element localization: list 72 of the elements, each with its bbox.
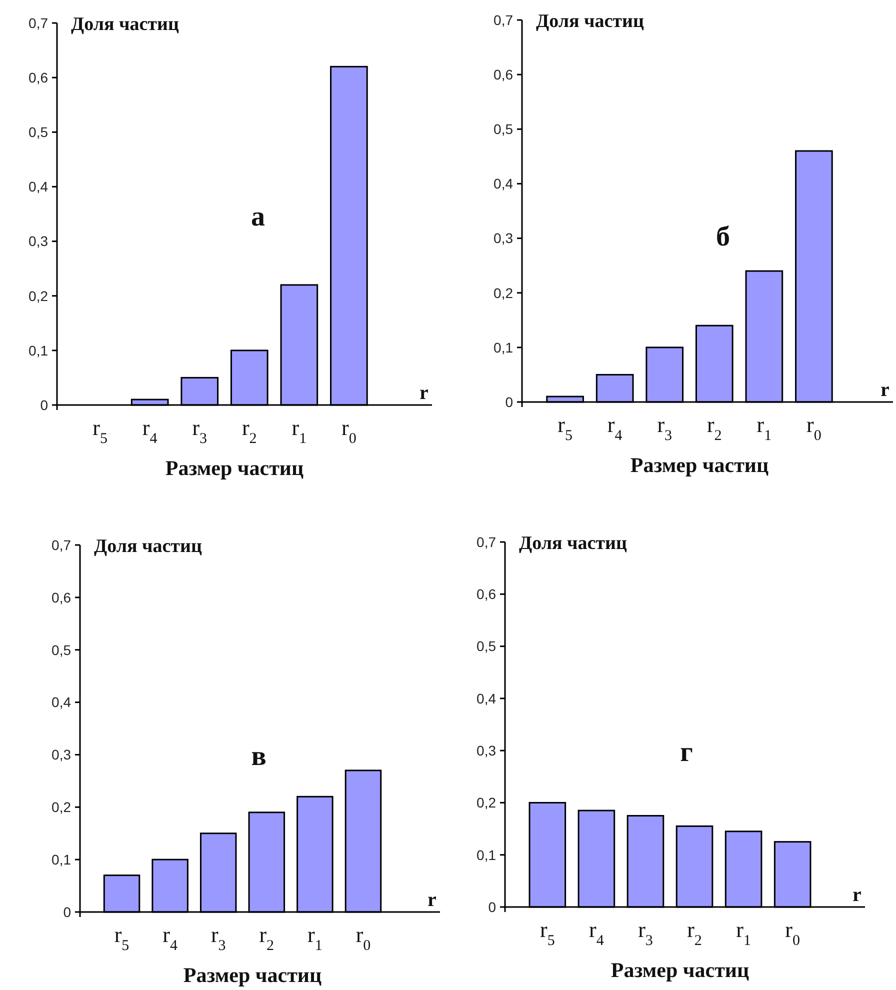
y-tick-label: 0 [63,904,72,920]
y-tick-label: 0,7 [476,534,496,550]
x-tick-label: r$_{3}$ [192,415,208,447]
x-tick-label: r$_{2}$ [242,415,257,447]
y-tick-label: 0,5 [476,638,496,654]
y-tick-label: 0,2 [28,288,48,304]
text: r [852,884,862,906]
y-tick-label: 0,4 [52,694,72,710]
y-tick-label: 0,5 [28,124,48,140]
y-tick-label: 0,5 [52,642,72,658]
x-axis-title: Размер частиц [183,963,322,987]
y-tick-label: 0,3 [494,230,514,246]
y-tick-label: 0,3 [476,742,496,758]
y-tick-label: 0,4 [494,176,514,192]
y-tick-label: 0,3 [28,233,48,250]
x-tick-label: r$_{0}$ [785,917,800,949]
y-axis-title: Доля частиц [519,533,627,554]
y-axis-title: Доля частиц [536,11,644,32]
x-axis-title: Размер частиц [165,456,304,480]
y-tick-label: 0,7 [52,536,72,553]
x-tick-label: r$_{3}$ [657,412,672,444]
x-tick-label: r$_{1}$ [292,415,307,447]
y-tick-label: 0 [40,396,48,413]
y-tick-label: 0,4 [28,178,48,195]
y-axis-title: Доля частиц [94,536,202,557]
y-tick-label: 0 [488,898,496,915]
y-tick-label: 0,6 [28,69,48,86]
x-axis-title: Размер частиц [630,453,769,477]
y-tick-label: 0,5 [494,121,514,138]
text: r [880,379,890,401]
text: б [716,221,730,252]
x-tick-label: r$_{0}$ [342,415,356,447]
y-tick-label: 0,4 [476,690,496,706]
x-tick-label: r$_{1}$ [736,917,751,949]
y-tick-label: 0,1 [494,339,514,356]
y-tick-label: 0,6 [476,586,496,602]
text: в [251,741,266,772]
x-tick-label: r$_{2}$ [706,412,722,444]
x-tick-label: r$_{0}$ [356,922,371,954]
y-tick-label: 0 [505,394,514,410]
x-tick-label: r$_{5}$ [540,917,555,949]
x-tick-label: r$_{0}$ [806,412,822,444]
y-tick-label: 0,2 [52,799,72,816]
text: а [251,201,265,232]
x-tick-label: r$_{4}$ [142,415,158,447]
x-tick-label: r$_{2}$ [259,922,274,954]
x-tick-label: r$_{4}$ [607,412,623,444]
x-tick-label: r$_{5}$ [92,415,108,447]
text: г [680,737,693,768]
y-tick-label: 0,1 [476,846,496,863]
x-tick-label: r$_{5}$ [114,922,130,954]
y-tick-label: 0,3 [52,746,72,763]
y-tick-label: 0,1 [52,851,72,868]
y-tick-label: 0,2 [494,284,514,301]
x-tick-label: r$_{4}$ [162,922,178,954]
x-tick-label: r$_{2}$ [687,917,702,949]
y-tick-label: 0,7 [494,12,514,28]
y-tick-label: 0,1 [28,342,48,358]
y-tick-label: 0,2 [476,794,496,811]
text: r [428,889,437,911]
x-axis-title: Размер частиц [610,958,750,982]
y-tick-label: 0,7 [28,14,48,31]
y-axis-title: Доля частиц [71,14,179,35]
text: r [420,382,429,404]
x-tick-label: r$_{3}$ [638,917,653,949]
y-tick-label: 0,6 [494,66,514,82]
x-tick-label: r$_{4}$ [589,917,604,949]
x-tick-label: r$_{3}$ [210,922,226,954]
x-tick-label: r$_{1}$ [756,412,772,444]
x-tick-label: r$_{5}$ [558,412,572,444]
x-tick-label: r$_{1}$ [308,922,322,954]
y-tick-label: 0,6 [52,589,72,606]
